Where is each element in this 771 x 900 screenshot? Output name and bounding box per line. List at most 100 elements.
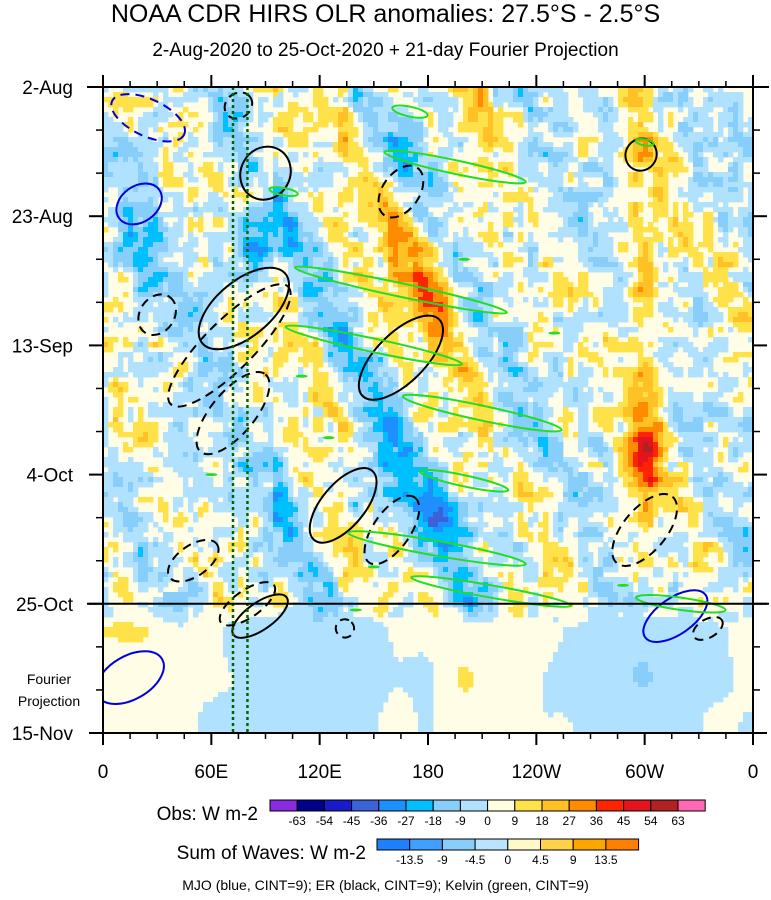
field-cell <box>258 247 264 253</box>
field-cell <box>263 237 269 243</box>
field-cell <box>403 172 409 178</box>
field-cell <box>388 327 394 333</box>
field-cell <box>398 357 404 363</box>
field-cell <box>138 302 144 308</box>
field-cell <box>128 122 134 128</box>
field-cell <box>378 227 384 233</box>
field-cell <box>648 252 654 258</box>
field-cell <box>153 287 159 293</box>
field-cell <box>223 87 229 93</box>
field-cell <box>113 217 119 223</box>
field-cell <box>508 297 514 303</box>
field-cell <box>488 362 494 368</box>
field-cell <box>148 357 154 363</box>
field-cell <box>158 137 164 143</box>
field-cell <box>733 102 739 108</box>
field-cell <box>243 152 249 158</box>
field-cell <box>563 227 569 233</box>
field-cell <box>283 247 289 253</box>
field-cell <box>223 277 229 283</box>
field-cell <box>398 127 404 133</box>
field-cell <box>503 342 509 348</box>
field-cell <box>688 182 694 188</box>
field-cell <box>733 282 739 288</box>
field-cell <box>403 262 409 268</box>
field-cell <box>618 242 624 248</box>
field-cell <box>243 167 249 173</box>
field-cell <box>318 362 324 368</box>
field-cell <box>213 112 219 118</box>
field-cell <box>703 122 709 128</box>
field-cell <box>398 347 404 353</box>
field-cell <box>538 342 544 348</box>
field-cell <box>668 97 674 103</box>
field-cell <box>343 342 349 348</box>
field-cell <box>703 87 709 93</box>
field-cell <box>208 177 214 183</box>
field-cell <box>713 137 719 143</box>
field-cell <box>158 142 164 148</box>
field-cell <box>348 92 354 98</box>
field-cell <box>438 197 444 203</box>
field-cell <box>503 87 509 93</box>
field-cell <box>278 117 284 123</box>
field-cell <box>403 362 409 368</box>
field-cell <box>588 157 594 163</box>
field-cell <box>718 127 724 133</box>
field-cell <box>423 242 429 248</box>
field-cell <box>238 157 244 163</box>
field-cell <box>328 282 334 288</box>
field-cell <box>163 92 169 98</box>
field-cell <box>103 307 109 313</box>
field-cell <box>488 227 494 233</box>
field-cell <box>263 212 269 218</box>
field-cell <box>628 172 634 178</box>
field-cell <box>518 197 524 203</box>
field-cell <box>113 247 119 253</box>
field-cell <box>163 167 169 173</box>
field-cell <box>458 247 464 253</box>
field-cell <box>738 97 744 103</box>
field-cell <box>693 112 699 118</box>
field-cell <box>528 252 534 258</box>
field-cell <box>538 132 544 138</box>
field-cell <box>733 292 739 298</box>
field-cell <box>563 112 569 118</box>
field-cell <box>658 197 664 203</box>
field-cell <box>148 187 154 193</box>
field-cell <box>703 242 709 248</box>
field-cell <box>308 292 314 298</box>
field-cell <box>598 117 604 123</box>
field-cell <box>433 257 439 263</box>
field-cell <box>228 107 234 113</box>
field-cell <box>208 312 214 318</box>
field-cell <box>283 257 289 263</box>
field-cell <box>348 352 354 358</box>
field-cell <box>493 257 499 263</box>
field-cell <box>708 212 714 218</box>
field-cell <box>598 162 604 168</box>
field-cell <box>303 117 309 123</box>
field-cell <box>738 327 744 333</box>
field-cell <box>663 177 669 183</box>
field-cell <box>428 182 434 188</box>
field-cell <box>178 232 184 238</box>
field-cell <box>683 267 689 273</box>
field-cell <box>373 142 379 148</box>
field-cell <box>458 187 464 193</box>
field-cell <box>748 282 753 288</box>
field-cell <box>128 242 134 248</box>
field-cell <box>333 287 339 293</box>
field-cell <box>228 222 234 228</box>
field-cell <box>593 97 599 103</box>
field-cell <box>693 142 699 148</box>
field-cell <box>583 297 589 303</box>
field-cell <box>668 352 674 358</box>
field-cell <box>383 302 389 308</box>
field-cell <box>498 342 504 348</box>
field-cell <box>563 287 569 293</box>
field-cell <box>278 87 284 93</box>
field-cell <box>223 317 229 323</box>
field-cell <box>548 257 554 263</box>
field-cell <box>538 287 544 293</box>
